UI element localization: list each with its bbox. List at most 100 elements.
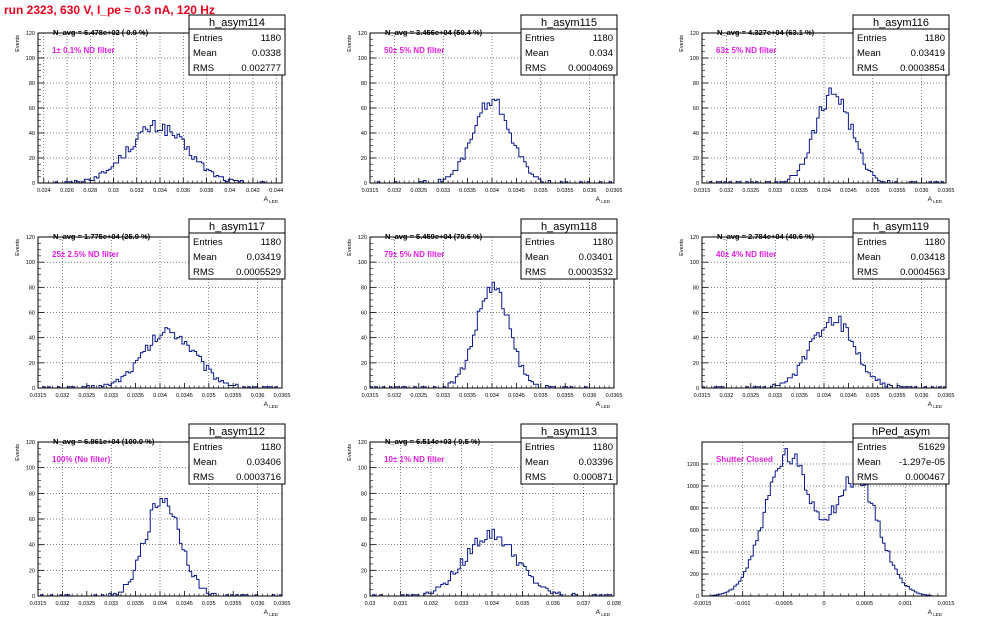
stats-value: 0.03419 — [247, 252, 281, 263]
x-tick-label: 0.0355 — [557, 188, 574, 194]
stats-label: Entries — [525, 33, 555, 44]
stats-value: 1180 — [261, 33, 281, 44]
stats-label: Mean — [525, 252, 549, 263]
y-tick-label: 80 — [693, 81, 699, 87]
stats-value: 1180 — [593, 237, 613, 248]
y-tick-label: 120 — [26, 31, 35, 37]
stats-label: RMS — [857, 267, 878, 278]
filter-label: 63± 5% ND filter — [716, 46, 776, 55]
x-tick-label: 0.0325 — [742, 188, 759, 194]
stats-label: Entries — [193, 442, 223, 453]
x-tick-label: 0.033 — [768, 188, 782, 194]
x-tick-label: 0.034 — [817, 393, 831, 399]
stats-value: 1180 — [593, 442, 613, 453]
x-tick-label: 0.032 — [388, 393, 402, 399]
x-tick-label: 0.032 — [130, 188, 144, 194]
x-tick-label: 0.032 — [720, 188, 734, 194]
x-tick-label: 0.0355 — [225, 601, 242, 607]
x-tick-label: 0.037 — [577, 601, 591, 607]
y-tick-label: 80 — [361, 81, 367, 87]
x-tick-label: 0.036 — [546, 601, 560, 607]
x-tick-label: 0.034 — [817, 188, 831, 194]
x-tick-label: 0.0325 — [410, 188, 427, 194]
y-tick-label: 60 — [693, 106, 699, 112]
stats-label: RMS — [193, 63, 214, 74]
stats-box — [188, 423, 286, 485]
stats-box — [188, 14, 286, 76]
stats-value: 0.03401 — [579, 252, 613, 263]
x-tick-label: 0.034 — [153, 393, 167, 399]
n-avg-annotation: N_avg = 6.478e+02 ( 0.9 %) — [53, 28, 149, 37]
histogram-series-h_asym114 — [38, 120, 282, 184]
histogram-name: h_asym116 — [873, 17, 929, 29]
x-tick-label: 0.0345 — [840, 393, 857, 399]
filter-label: 100% (No filter) — [52, 455, 111, 464]
x-tick-label: 0.0315 — [362, 188, 379, 194]
y-axis-label: Events — [15, 444, 21, 461]
y-tick-label: 0 — [364, 181, 367, 187]
x-tick-label: 0.036 — [251, 393, 265, 399]
x-tick-label: 0.0325 — [78, 393, 95, 399]
histogram-name: h_asym119 — [873, 221, 929, 233]
stats-value: 1180 — [261, 237, 281, 248]
x-tick-label: 0.0345 — [176, 393, 193, 399]
y-tick-label: 80 — [29, 285, 35, 291]
stats-value: -1.297e-05 — [899, 457, 945, 468]
y-tick-label: 0 — [32, 594, 35, 600]
stats-value: 0.0003716 — [236, 472, 281, 483]
x-tick-label: 0.036 — [583, 188, 597, 194]
y-tick-label: 100 — [358, 260, 367, 266]
x-tick-label: 0.032 — [720, 393, 734, 399]
x-tick-label: 0.036 — [583, 393, 597, 399]
histogram-panel-h_asym113: 0.03 0.031 0.032 0.033 0.034 0.035 0.036 0.037 0… — [347, 423, 621, 617]
x-tick-label: 0.032 — [56, 393, 70, 399]
y-tick-label: 40 — [29, 336, 35, 342]
stats-value: 0.03396 — [579, 457, 613, 468]
x-tick-label: 0.0345 — [508, 188, 525, 194]
stats-label: RMS — [525, 63, 546, 74]
stats-value: 0.0004069 — [568, 63, 613, 74]
histogram-panel-h_asym112: 0.0315 0.032 0.0325 0.033 0.0335 0.034 0.0345 0… — [15, 423, 290, 617]
stats-label: Mean — [193, 48, 217, 59]
y-tick-label: 40 — [693, 131, 699, 137]
y-tick-label: 100 — [690, 56, 699, 62]
x-tick-label: 0.044 — [269, 188, 283, 194]
x-tick-label: 0.036 — [915, 393, 929, 399]
stats-label: Entries — [857, 237, 887, 248]
x-tick-label: 0.042 — [246, 188, 260, 194]
stats-value: 0.03406 — [247, 457, 281, 468]
y-tick-label: 80 — [29, 81, 35, 87]
x-tick-label: 0.0355 — [557, 393, 574, 399]
x-tick-label: 0.0315 — [30, 601, 47, 607]
x-axis-label: A LED — [264, 196, 279, 204]
stats-value: 1180 — [261, 442, 281, 453]
x-tick-label: -0.0015 — [693, 601, 712, 607]
x-tick-label: 0.034 — [485, 601, 499, 607]
histogram-panel-h_asym116: 0.0315 0.032 0.0325 0.033 0.0335 0.034 0.0345 0… — [679, 14, 954, 204]
x-tick-label: 0.035 — [866, 393, 880, 399]
y-axis-label: Events — [679, 239, 685, 256]
y-tick-label: 0 — [696, 181, 699, 187]
filter-label: Shutter Closed — [716, 455, 773, 464]
y-tick-label: 120 — [26, 440, 35, 446]
y-tick-label: 120 — [26, 235, 35, 241]
histogram-name: h_asym118 — [541, 221, 597, 233]
y-tick-label: 100 — [26, 260, 35, 266]
stats-label: Mean — [857, 252, 881, 263]
y-tick-label: 100 — [26, 56, 35, 62]
histogram-name: h_asym117 — [209, 221, 265, 233]
stats-value: 0.03418 — [911, 252, 945, 263]
y-axis-label: Events — [15, 35, 21, 52]
x-tick-label: 0.04 — [224, 188, 235, 194]
histogram-panel-h_asym114: 0.024 0.026 0.028 0.03 0.032 0.034 0.036 0.038 0… — [15, 14, 286, 204]
y-tick-label: 40 — [361, 336, 367, 342]
stats-label: RMS — [193, 472, 214, 483]
stats-label: Mean — [193, 252, 217, 263]
stats-label: RMS — [525, 267, 546, 278]
x-axis-label: A LED — [264, 401, 279, 409]
filter-label: 79± 5% ND filter — [384, 250, 444, 259]
histogram-name: hPed_asym — [872, 426, 930, 438]
y-tick-label: 120 — [358, 440, 367, 446]
y-tick-label: 40 — [29, 131, 35, 137]
stats-label: RMS — [525, 472, 546, 483]
